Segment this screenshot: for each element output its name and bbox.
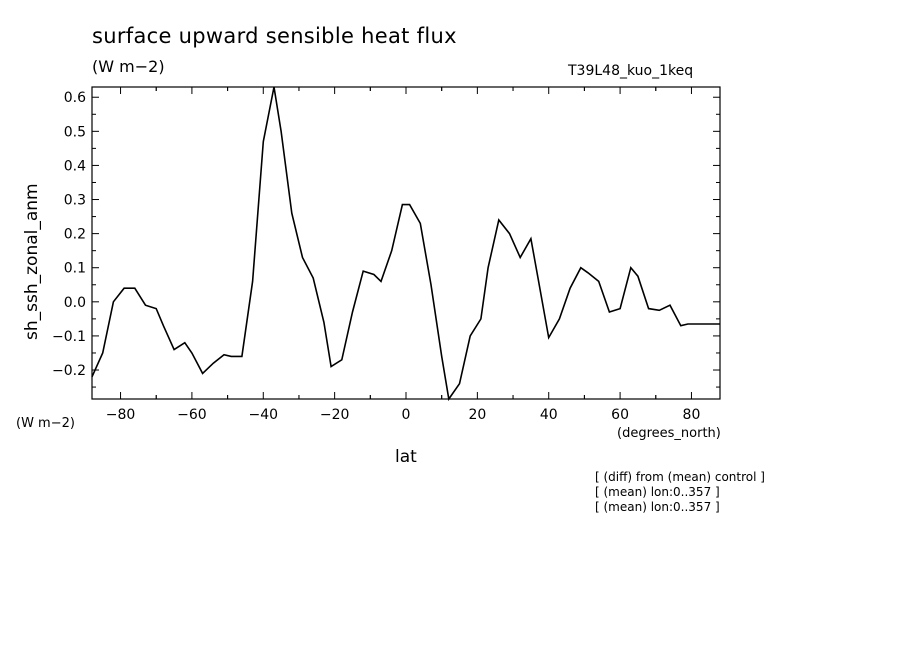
x-tick-label: −40	[248, 407, 278, 423]
y-tick-label: −0.1	[52, 329, 86, 345]
x-axis-unit: (degrees_north)	[617, 426, 721, 441]
chart-title: surface upward sensible heat flux	[92, 24, 457, 48]
note-line: [ (mean) lon:0..357 ]	[595, 485, 720, 499]
y-tick-label: −0.2	[52, 363, 86, 379]
series-line	[91, 86, 720, 402]
y-tick-label: 0.5	[64, 124, 86, 140]
y-axis-unit: (W m−2)	[16, 416, 75, 431]
processing-notes: [ (diff) from (mean) control ] [ (mean) …	[595, 470, 765, 515]
y-tick-label: 0.0	[64, 295, 86, 311]
x-tick-label: −80	[106, 407, 136, 423]
run-label: T39L48_kuo_1keq	[568, 63, 694, 79]
axis-ticks: −80 −60 −40 −20 0 20 40 60 80 −0.2 −0.1 0.0 0.1 0.2 0.…	[52, 87, 720, 423]
x-tick-label: −60	[177, 407, 207, 423]
x-tick-label: 20	[468, 407, 486, 423]
y-tick-label: 0.2	[64, 227, 86, 243]
y-tick-label: 0.4	[64, 158, 86, 174]
y-tick-label: 0.1	[64, 261, 86, 277]
plot-frame	[91, 86, 721, 400]
y-tick-label: 0.3	[64, 193, 86, 209]
x-tick-label: 80	[683, 407, 701, 423]
chart-subtitle-units: (W m−2)	[92, 57, 165, 76]
series-group	[91, 86, 720, 402]
note-line: [ (mean) lon:0..357 ]	[595, 500, 720, 514]
x-axis-label: lat	[395, 447, 417, 467]
note-line: [ (diff) from (mean) control ]	[595, 470, 765, 484]
y-tick-label: 0.6	[64, 90, 86, 106]
x-tick-label: 60	[611, 407, 629, 423]
x-tick-label: 0	[402, 407, 411, 423]
x-tick-label: −20	[320, 407, 350, 423]
x-tick-label: 40	[540, 407, 558, 423]
